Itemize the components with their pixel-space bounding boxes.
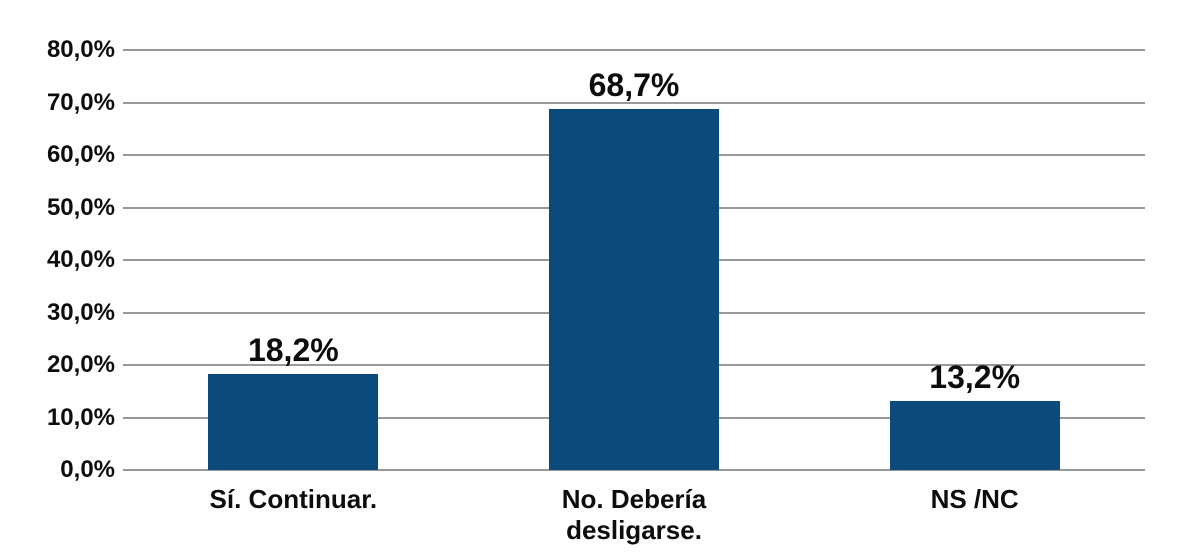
y-tick-label: 20,0% bbox=[46, 351, 115, 378]
bar-value-label: 13,2% bbox=[929, 358, 1021, 395]
y-tick-label: 50,0% bbox=[46, 193, 115, 221]
x-category-label: NS /NC bbox=[930, 484, 1019, 514]
bar-value-label: 18,2% bbox=[247, 332, 339, 369]
bar bbox=[549, 109, 719, 470]
bar-value-label: 68,7% bbox=[588, 67, 680, 104]
y-tick-label: 40,0% bbox=[46, 246, 115, 273]
y-tick-label: 10,0% bbox=[46, 403, 115, 431]
gridline bbox=[123, 469, 1145, 471]
y-tick-label: 80,0% bbox=[46, 36, 115, 63]
gridline bbox=[123, 101, 1145, 104]
plot-area: 18,2% Sí. Continuar. 68,7% No. Debería desl… bbox=[123, 49, 1145, 545]
x-category-label: No. Debería desligarse. bbox=[561, 484, 707, 546]
gridline bbox=[123, 49, 1145, 51]
y-tick-label: 30,0% bbox=[46, 298, 115, 326]
y-tick-label: 60,0% bbox=[46, 141, 115, 168]
bar bbox=[889, 400, 1060, 470]
y-axis: 0,0% 10,0% 20,0% 30,0% 40,0% 50,0% 60,0% 70,0% 8… bbox=[0, 38, 115, 482]
x-category-label: Sí. Continuar. bbox=[209, 484, 378, 514]
bar bbox=[208, 374, 379, 470]
y-tick-label: 70,0% bbox=[46, 88, 115, 116]
y-tick-label: 0,0% bbox=[60, 456, 115, 483]
